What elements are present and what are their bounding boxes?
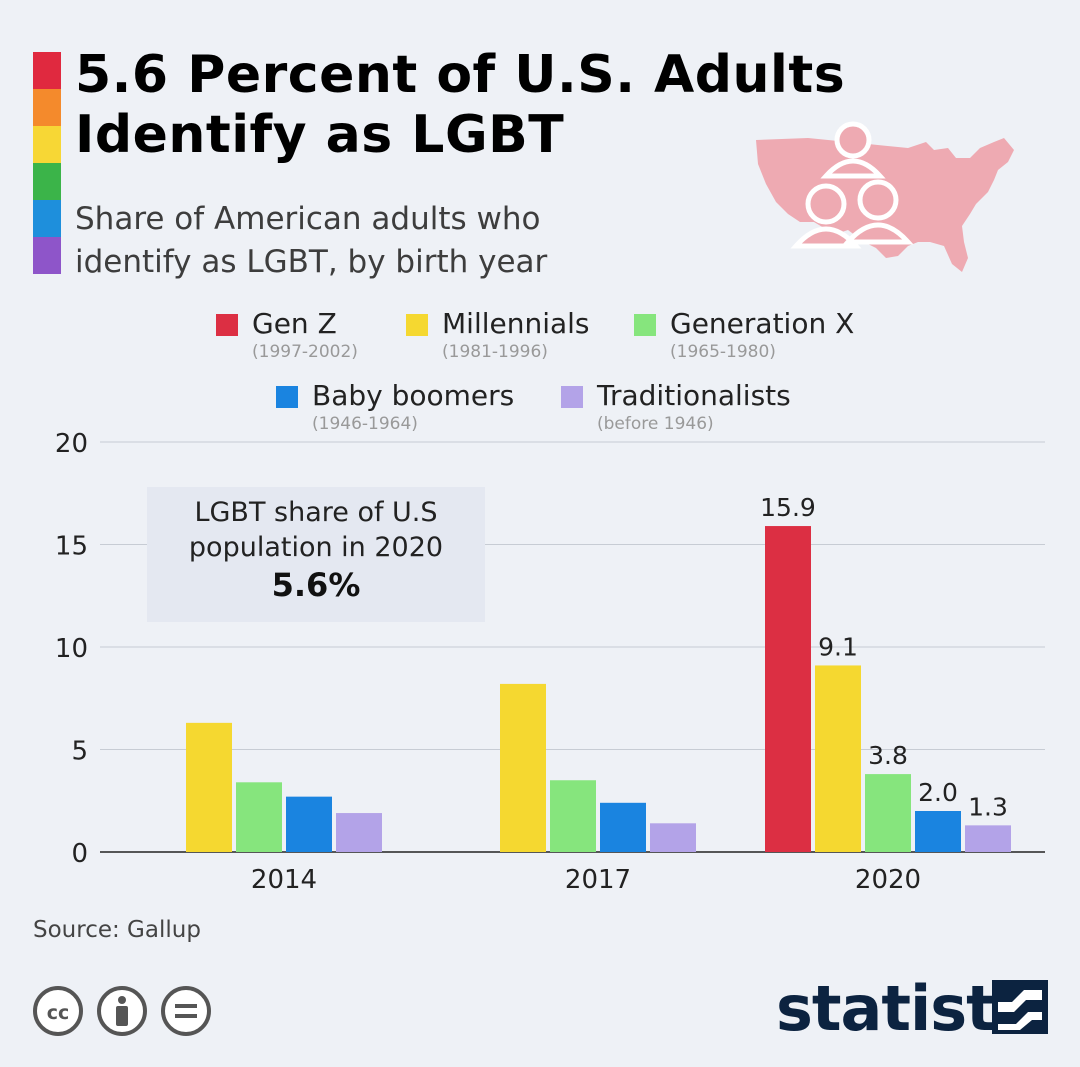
y-tick-label: 10 (55, 634, 88, 664)
rainbow-orange (33, 89, 61, 126)
attribution-icon (97, 986, 147, 1036)
bar-2017-generation-x (550, 780, 596, 852)
bar-2014-millennials (186, 722, 232, 852)
bar-2014-traditionalists (336, 813, 382, 852)
title-line-1: 5.6 Percent of U.S. Adults (75, 45, 846, 105)
subtitle-line-1: Share of American adults who (75, 201, 541, 237)
license-icons[interactable]: cc (32, 985, 222, 1041)
y-tick-label: 20 (55, 429, 88, 459)
legend-years-generation-x: (1965-1980) (670, 342, 776, 362)
statista-logo-icon (992, 980, 1048, 1034)
bar-2020-generation-x (865, 774, 911, 852)
chart-subtitle: Share of American adults who identify as… (75, 198, 547, 284)
bar-2020-millennials (815, 665, 861, 852)
bar-2014-baby-boomers (286, 796, 332, 852)
bar-2017-millennials (500, 683, 546, 852)
svg-text:cc: cc (47, 1002, 70, 1024)
legend-years-baby-boomers: (1946-1964) (312, 414, 418, 434)
data-label: 3.8 (868, 741, 908, 770)
chart-title: 5.6 Percent of U.S. Adults Identify as L… (75, 45, 845, 165)
callout-value: 5.6% (271, 566, 361, 604)
rainbow-bar (33, 52, 61, 274)
callout-box: LGBT share of U.S population in 2020 5.6… (147, 487, 485, 622)
legend-swatch-generation-x (634, 314, 656, 336)
bar-2020-gen-z (765, 526, 811, 852)
legend-swatch-gen-z (216, 314, 238, 336)
callout-line-1: LGBT share of U.S (194, 497, 438, 528)
bar-2020-baby-boomers (915, 811, 961, 852)
x-tick-label: 2020 (855, 865, 921, 895)
us-map-people-icon (756, 121, 1014, 272)
legend-label-millennials: Millennials (442, 307, 590, 340)
legend-swatch-millennials (406, 314, 428, 336)
source-note: Source: Gallup (33, 917, 201, 943)
data-labels: 0 5 10 15 20 2014 2017 15.9 9.1 3.8 2.0 1.3 2020 (55, 429, 1008, 895)
title-line-2: Identify as LGBT (75, 105, 565, 165)
cc-icon: cc (33, 986, 83, 1036)
y-tick-label: 5 (71, 737, 88, 767)
subtitle-line-2: identify as LGBT, by birth year (75, 244, 548, 280)
y-tick-label: 15 (55, 532, 88, 562)
no-derivatives-icon (161, 986, 211, 1036)
legend-years-millennials: (1981-1996) (442, 342, 548, 362)
legend-label-traditionalists: Traditionalists (597, 379, 791, 412)
y-tick-label: 0 (71, 839, 88, 869)
callout-text: LGBT share of U.S population in 2020 (147, 495, 485, 565)
data-label: 1.3 (968, 792, 1008, 821)
rainbow-red (33, 52, 61, 89)
bar-chart: 0 5 10 15 20 2014 2017 15.9 9.1 3.8 2.0 1.3 2020 (55, 429, 1045, 895)
legend-swatch-baby-boomers (276, 386, 298, 408)
rainbow-green (33, 163, 61, 200)
x-tick-label: 2014 (251, 865, 317, 895)
legend-label-generation-x: Generation X (670, 307, 855, 340)
legend-swatch-traditionalists (561, 386, 583, 408)
bar-2017-baby-boomers (600, 802, 646, 852)
rainbow-yellow (33, 126, 61, 163)
data-label: 9.1 (818, 632, 858, 661)
x-tick-label: 2017 (565, 865, 631, 895)
legend-years-traditionalists: (before 1946) (597, 414, 714, 434)
bar-2014-generation-x (236, 782, 282, 852)
legend-label-baby-boomers: Baby boomers (312, 379, 515, 412)
legend-years-gen-z: (1997-2002) (252, 342, 358, 362)
bars (186, 526, 1011, 852)
callout-line-2: population in 2020 (188, 532, 444, 563)
data-label: 2.0 (918, 778, 958, 807)
data-label: 15.9 (760, 493, 816, 522)
legend-label-gen-z: Gen Z (252, 307, 337, 340)
bar-2020-traditionalists (965, 825, 1011, 852)
rainbow-purple (33, 237, 61, 274)
rainbow-blue (33, 200, 61, 237)
bar-2017-traditionalists (650, 823, 696, 852)
